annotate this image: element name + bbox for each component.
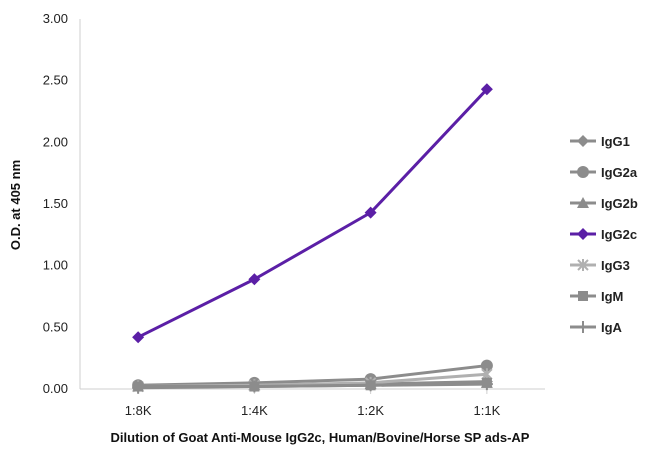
legend-item-igg2b: IgG2b: [570, 196, 638, 211]
legend-marker-igg3: [577, 259, 589, 271]
legend-label: IgA: [601, 320, 623, 335]
data-point-iga: [132, 381, 145, 394]
legend-label: IgG1: [601, 134, 630, 149]
y-tick-label: 1.00: [43, 258, 68, 273]
legend-marker-igg2c: [577, 228, 589, 240]
data-point-igg2c: [364, 206, 377, 219]
legend-item-iga: IgA: [570, 320, 623, 335]
series-layer: [132, 83, 493, 394]
data-point-igg2c: [248, 273, 261, 286]
x-tick-label: 1:2K: [357, 403, 384, 418]
legend-marker-igm: [578, 291, 588, 301]
data-point-igg2a: [480, 359, 493, 372]
x-axis-ticks: 1:8K 1:4K 1:2K 1:1K: [125, 389, 501, 418]
y-tick-label: 0.00: [43, 381, 68, 396]
legend-label: IgG2b: [601, 196, 638, 211]
data-point-igg2c: [480, 83, 493, 96]
legend-label: IgG2c: [601, 227, 637, 242]
legend-item-igg1: IgG1: [570, 134, 630, 149]
y-axis-ticks: 0.00 0.50 1.00 1.50 2.00 2.50 3.00: [43, 11, 68, 396]
y-tick-label: 1.50: [43, 196, 68, 211]
data-point-igg2c: [132, 331, 145, 344]
legend-item-igg2a: IgG2a: [570, 165, 638, 180]
legend-marker-iga: [577, 321, 589, 333]
legend: IgG1 IgG2a IgG2b IgG2c IgG3 IgM IgA: [570, 134, 638, 335]
legend-marker-igg2a: [577, 166, 589, 178]
legend-item-igg3: IgG3: [570, 258, 630, 273]
legend-marker-igg1: [577, 135, 589, 147]
series-line-igg2a: [138, 364, 488, 387]
y-tick-label: 0.50: [43, 319, 68, 334]
x-tick-label: 1:8K: [125, 403, 152, 418]
legend-marker-igg2b: [577, 197, 589, 208]
series-line-igg2c: [137, 88, 488, 339]
series-iga: [132, 378, 493, 394]
legend-item-igm: IgM: [570, 289, 623, 304]
data-point-iga: [480, 378, 493, 391]
data-point-iga: [364, 379, 377, 392]
y-axis-title: O.D. at 405 nm: [8, 160, 23, 250]
y-tick-label: 3.00: [43, 11, 68, 26]
y-tick-label: 2.00: [43, 134, 68, 149]
legend-label: IgG2a: [601, 165, 638, 180]
legend-label: IgG3: [601, 258, 630, 273]
y-tick-label: 2.50: [43, 73, 68, 88]
legend-label: IgM: [601, 289, 623, 304]
x-axis-title: Dilution of Goat Anti-Mouse IgG2c, Human…: [111, 430, 530, 445]
data-point-iga: [248, 380, 261, 393]
series-line-iga: [138, 382, 487, 390]
x-tick-label: 1:4K: [241, 403, 268, 418]
legend-item-igg2c: IgG2c: [570, 227, 637, 242]
x-tick-label: 1:1K: [474, 403, 501, 418]
series-igg2c: [132, 83, 493, 344]
